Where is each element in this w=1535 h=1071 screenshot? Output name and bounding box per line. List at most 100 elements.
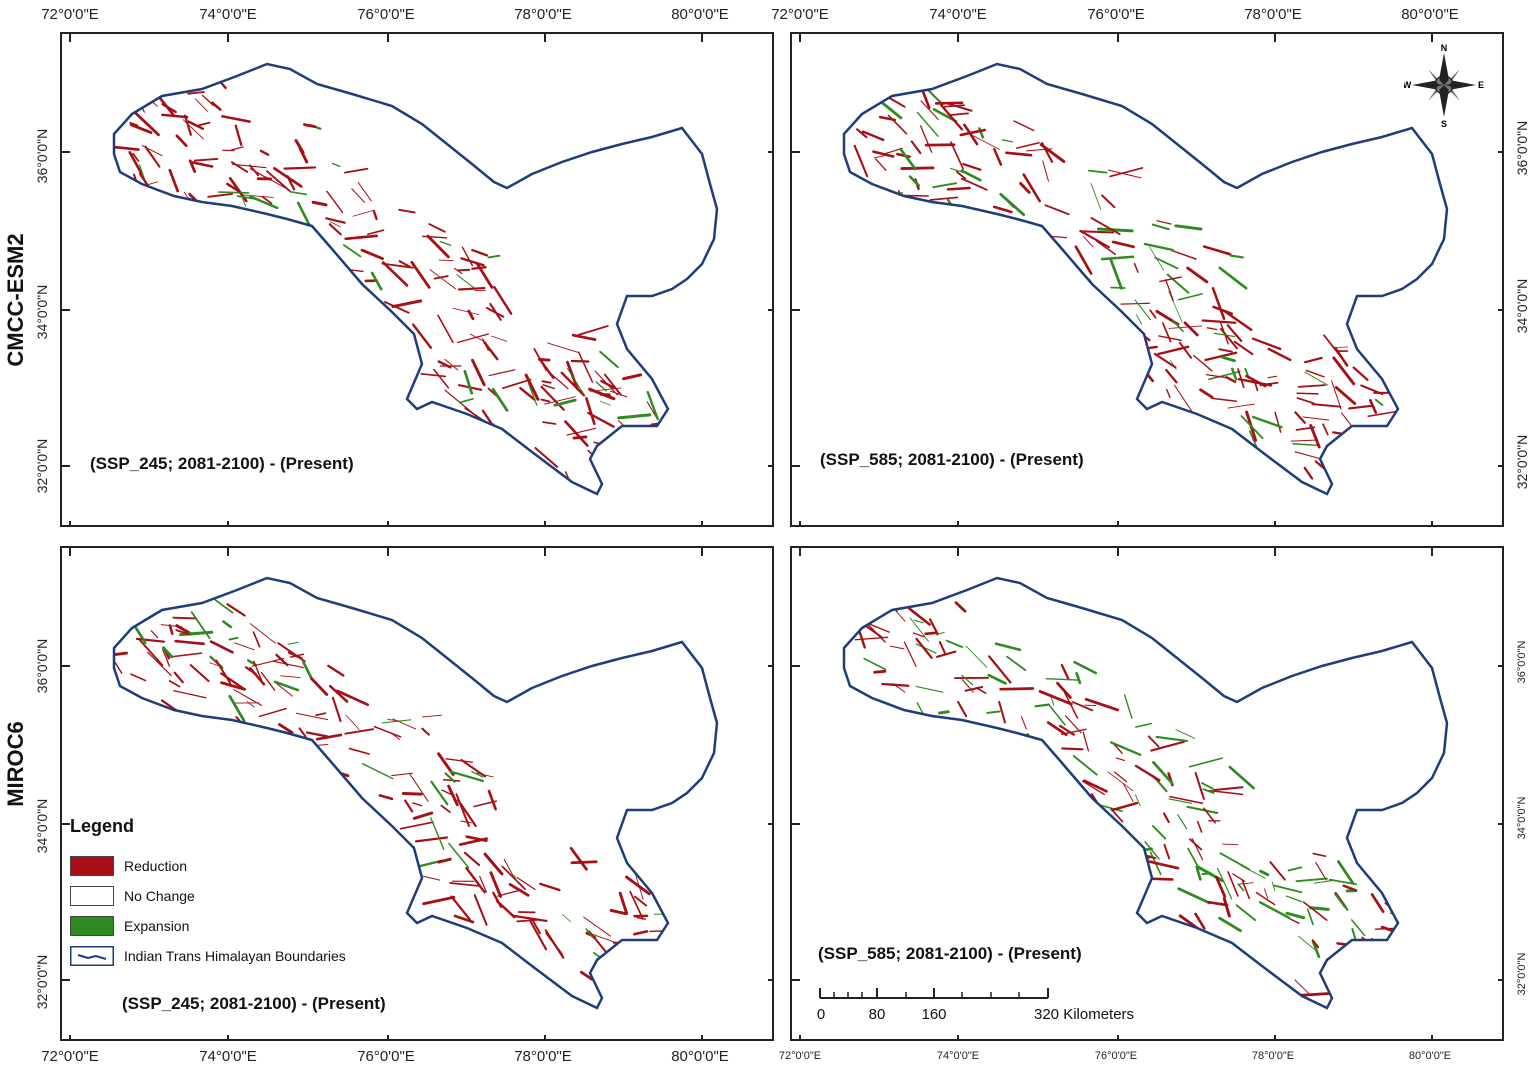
reduction-streak [1332, 990, 1362, 996]
reduction-streak [900, 725, 916, 733]
reduction-streak [633, 442, 661, 448]
reduction-streak [919, 125, 933, 153]
expansion-streak [122, 584, 139, 591]
reduction-streak [440, 804, 451, 814]
lat-label: 36°0'0"N [34, 638, 50, 694]
reduction-streak [959, 128, 986, 137]
expansion-streak [1273, 884, 1303, 894]
expansion-streak [662, 454, 694, 459]
lat-label: 32°0'0"N [1514, 434, 1530, 490]
reduction-streak [230, 161, 249, 173]
reduction-streak [1396, 358, 1407, 366]
expansion-streak [935, 631, 945, 636]
expansion-streak [1188, 757, 1224, 768]
reduction-streak [182, 733, 208, 755]
lon-label: 76°0'0"E [357, 1048, 415, 1065]
reduction-streak [629, 890, 644, 920]
reduction-streak [624, 975, 653, 978]
reduction-streak [382, 261, 409, 287]
reduction-streak [887, 719, 905, 743]
reduction-streak [313, 249, 322, 264]
reduction-streak [853, 144, 869, 178]
reduction-streak [437, 360, 452, 369]
reduction-streak [872, 150, 895, 158]
expansion-streak [869, 597, 889, 615]
reduction-streak [1237, 368, 1245, 389]
expansion-streak [585, 928, 594, 939]
reduction-streak [638, 442, 671, 451]
expansion-streak [898, 579, 924, 600]
expansion-streak [471, 770, 484, 778]
reduction-streak [452, 307, 480, 316]
reduction-streak [412, 802, 423, 807]
reduction-streak [254, 240, 274, 257]
expansion-streak [1240, 415, 1264, 440]
expansion-streak [1195, 865, 1202, 881]
lon-label: 78°0'0"E [514, 1048, 572, 1065]
reduction-streak [682, 506, 713, 513]
lon-label: 76°0'0"E [1087, 6, 1145, 23]
reduction-streak [133, 111, 160, 137]
reduction-streak [1315, 861, 1327, 881]
reduction-streak [1095, 240, 1116, 255]
reduction-streak [1338, 465, 1350, 475]
reduction-streak [444, 358, 459, 371]
reduction-streak [879, 197, 893, 202]
lon-label: 74°0'0"E [936, 1050, 980, 1062]
expansion-streak [307, 768, 332, 781]
expansion-streak [339, 284, 350, 290]
reduction-streak [1023, 270, 1049, 279]
reduction-streak [636, 464, 655, 481]
reduction-streak [1269, 861, 1286, 881]
reduction-streak [1100, 339, 1112, 350]
reduction-streak [303, 123, 317, 129]
reduction-streak [1163, 843, 1171, 860]
reduction-streak [583, 916, 612, 937]
expansion-streak [1177, 293, 1203, 301]
reduction-streak [571, 333, 597, 341]
reduction-streak [1201, 319, 1237, 324]
lon-label: 80°0'0"E [1408, 1050, 1452, 1062]
reduction-streak [175, 134, 188, 147]
reduction-streak [1165, 279, 1174, 302]
reduction-streak [1296, 392, 1319, 395]
reduction-streak [897, 718, 927, 726]
reduction-streak [676, 493, 698, 494]
reduction-streak [1352, 366, 1369, 381]
expansion-streak [177, 579, 190, 582]
expansion-streak [1014, 270, 1049, 286]
expansion-streak [1374, 398, 1384, 407]
reduction-streak [972, 135, 1000, 150]
reduction-streak [1219, 321, 1229, 345]
map-panel-miroc-ssp585: (SSP_585; 2081-2100) - (Present) [790, 546, 1504, 1041]
expansion-streak [1218, 266, 1248, 290]
expansion-streak [986, 710, 1001, 714]
reduction-streak [1083, 312, 1116, 322]
reduction-streak [450, 895, 471, 921]
reduction-streak [1060, 728, 1087, 736]
reduction-streak [190, 578, 217, 586]
lon-label: 72°0'0"E [41, 6, 99, 23]
compass-w: W [1404, 80, 1412, 90]
reduction-streak [1373, 1016, 1405, 1019]
reduction-streak [121, 587, 142, 602]
reduction-streak [344, 234, 378, 241]
reduction-streak [1227, 403, 1255, 409]
reduction-streak [168, 624, 174, 636]
reduction-streak [226, 603, 246, 617]
reduction-streak [844, 683, 852, 712]
lon-label: 76°0'0"E [1094, 1050, 1138, 1062]
expansion-streak [1221, 356, 1236, 363]
reduction-streak [306, 754, 324, 781]
expansion-streak [1115, 835, 1129, 852]
scale-label: 80 [868, 1006, 886, 1023]
reduction-streak [133, 64, 151, 65]
expansion-streak [1151, 223, 1170, 231]
reduction-streak [1041, 142, 1054, 163]
reduction-streak [328, 223, 342, 236]
reduction-streak [511, 914, 548, 923]
compass-rose-icon: N S E W [1403, 43, 1484, 129]
reduction-streak [1396, 441, 1405, 462]
expansion-streak [222, 620, 233, 629]
reduction-streak [878, 115, 897, 122]
